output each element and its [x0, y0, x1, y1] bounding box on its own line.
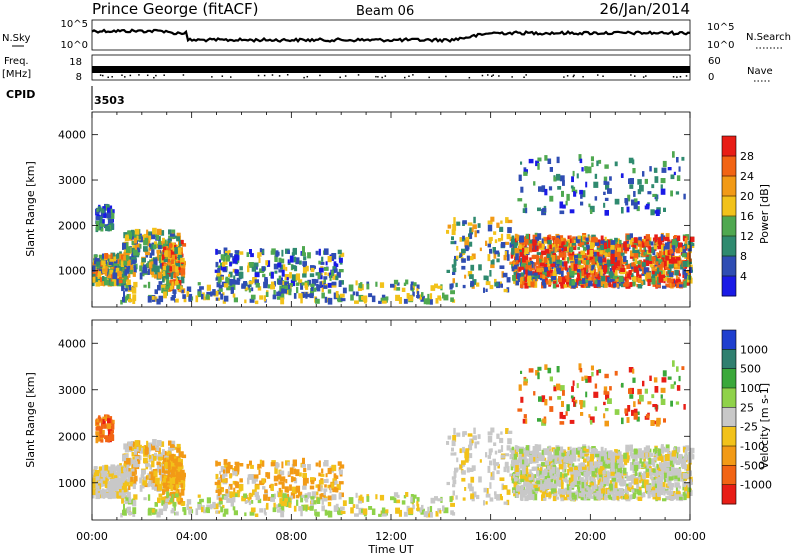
velocity-yticks: 1000 2000 3000 4000 — [58, 337, 86, 490]
nsearch-tick-bottom: 10^0 — [707, 40, 734, 51]
nsky-label: N.Sky — [2, 33, 30, 44]
xtick-08: 08:00 — [275, 530, 307, 543]
power-ytick-2000: 2000 — [58, 219, 86, 232]
velocity-colorbar — [721, 329, 737, 505]
cpid-label: CPID — [6, 88, 35, 101]
power-colorbar-ticks: 4 8 12 16 20 24 28 — [740, 150, 754, 283]
nave-label: Nave — [747, 66, 773, 77]
nsky-trace — [91, 28, 691, 44]
vel-cbar-tick-1000: 1000 — [740, 343, 768, 356]
power-cbar-tick-20: 20 — [740, 190, 754, 203]
power-colorbar — [721, 135, 737, 297]
nsky-panel: N.Sky 10^5 10^0 10^5 10^0 N.Search — [2, 19, 791, 51]
power-panel: Slant Range [km] 1000 2000 3000 4000 4 8… — [24, 111, 771, 308]
vel-cbar-tick-minus100: -100 — [740, 440, 765, 453]
velocity-ylabel: Slant Range [km] — [24, 372, 37, 468]
station-title: Prince George (fitACF) — [92, 0, 258, 18]
power-ytick-4000: 4000 — [58, 129, 86, 142]
xtick-20: 20:00 — [574, 530, 606, 543]
xtick-04: 04:00 — [176, 530, 208, 543]
velocity-ytick-3000: 3000 — [58, 384, 86, 397]
cpid-value: 3503 — [94, 94, 125, 107]
xtick-12: 12:00 — [375, 530, 407, 543]
velocity-colorbar-label: Velocity [m s-1] — [758, 383, 771, 469]
xtick-24: 00:00 — [674, 530, 706, 543]
x-axis-label: Time UT — [367, 543, 413, 554]
nsky-tick-bottom: 10^0 — [61, 40, 88, 51]
date-title: 26/Jan/2014 — [600, 0, 691, 18]
vel-cbar-tick-minus25: -25 — [740, 421, 758, 434]
nsearch-label: N.Search — [746, 32, 791, 43]
xtick-16: 16:00 — [475, 530, 507, 543]
vel-cbar-tick-25: 25 — [740, 401, 754, 414]
freq-trace — [92, 66, 690, 73]
velocity-ytick-4000: 4000 — [58, 337, 86, 350]
nave-dots — [99, 74, 688, 79]
velocity-panel: Slant Range [km] 1000 2000 3000 4000 00:… — [24, 319, 772, 554]
power-ylabel: Slant Range [km] — [24, 161, 37, 257]
vel-cbar-tick-500: 500 — [740, 363, 761, 376]
velocity-ytick-2000: 2000 — [58, 430, 86, 443]
freq-panel: Freq. [MHz] 18 8 60 0 Nave — [2, 54, 773, 83]
nsky-tick-top: 10^5 — [61, 19, 88, 30]
nsky-frame — [91, 19, 691, 51]
power-cbar-tick-4: 4 — [740, 270, 747, 283]
power-ytick-3000: 3000 — [58, 174, 86, 187]
velocity-ytick-1000: 1000 — [58, 477, 86, 490]
freq-tick-bottom: 8 — [76, 72, 82, 83]
power-yticks: 1000 2000 3000 4000 — [58, 129, 86, 278]
power-colorbar-label: Power [dB] — [758, 184, 771, 244]
vel-cbar-tick-100: 100 — [740, 382, 761, 395]
beam-title: Beam 06 — [356, 4, 414, 19]
power-ytick-1000: 1000 — [58, 265, 86, 278]
power-cbar-tick-28: 28 — [740, 150, 754, 163]
vel-cbar-tick-minus1000: -1000 — [740, 479, 772, 492]
nave-tick-top: 60 — [708, 56, 721, 67]
freq-tick-top: 18 — [69, 57, 82, 68]
nsearch-tick-top: 10^5 — [707, 22, 734, 33]
axis-tick-marks — [91, 112, 691, 520]
power-pixels — [92, 151, 695, 305]
power-cbar-tick-8: 8 — [740, 250, 747, 263]
vel-cbar-tick-minus500: -500 — [740, 459, 765, 472]
power-cbar-tick-12: 12 — [740, 230, 754, 243]
velocity-colorbar-ticks: 1000 500 100 25 -25 -100 -500 -1000 — [740, 343, 772, 491]
velocity-pixels — [92, 360, 695, 518]
freq-unit: [MHz] — [2, 69, 31, 80]
nave-tick-bottom: 0 — [708, 72, 714, 83]
freq-label: Freq. — [4, 56, 29, 67]
power-cbar-tick-24: 24 — [740, 170, 754, 183]
power-cbar-tick-16: 16 — [740, 210, 754, 223]
x-axis-ticks: 00:00 04:00 08:00 12:00 16:00 20:00 00:0… — [76, 530, 706, 543]
xtick-00: 00:00 — [76, 530, 108, 543]
